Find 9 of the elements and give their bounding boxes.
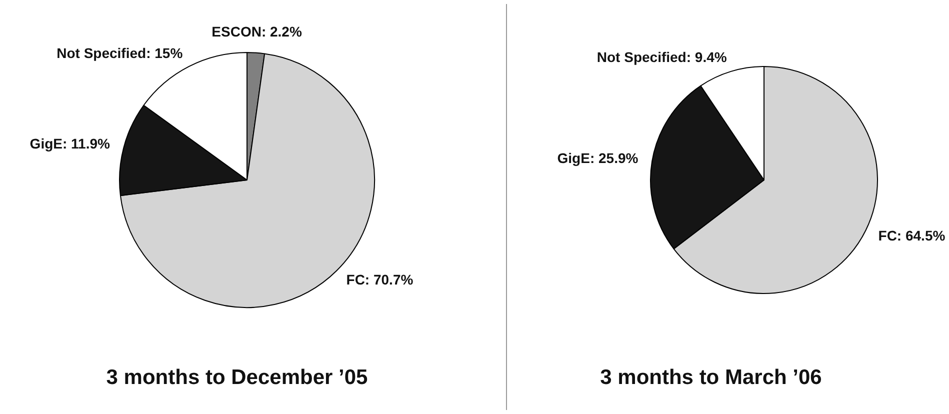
slice-label: ESCON: 2.2% bbox=[212, 24, 302, 40]
slice-label: GigE: 11.9% bbox=[30, 136, 111, 152]
slice-label: Not Specified: 9.4% bbox=[596, 48, 728, 65]
text: 3 months to December ’05 bbox=[105, 366, 369, 390]
slice-label: FC: 70.7% bbox=[346, 272, 414, 288]
slice-label: Not Specified: 15% bbox=[56, 44, 184, 61]
slice-label: FC: 64.5% bbox=[878, 227, 946, 244]
slice-label: GigE: 25.9% bbox=[557, 150, 639, 166]
text: 3 months to March ’06 bbox=[599, 366, 823, 390]
